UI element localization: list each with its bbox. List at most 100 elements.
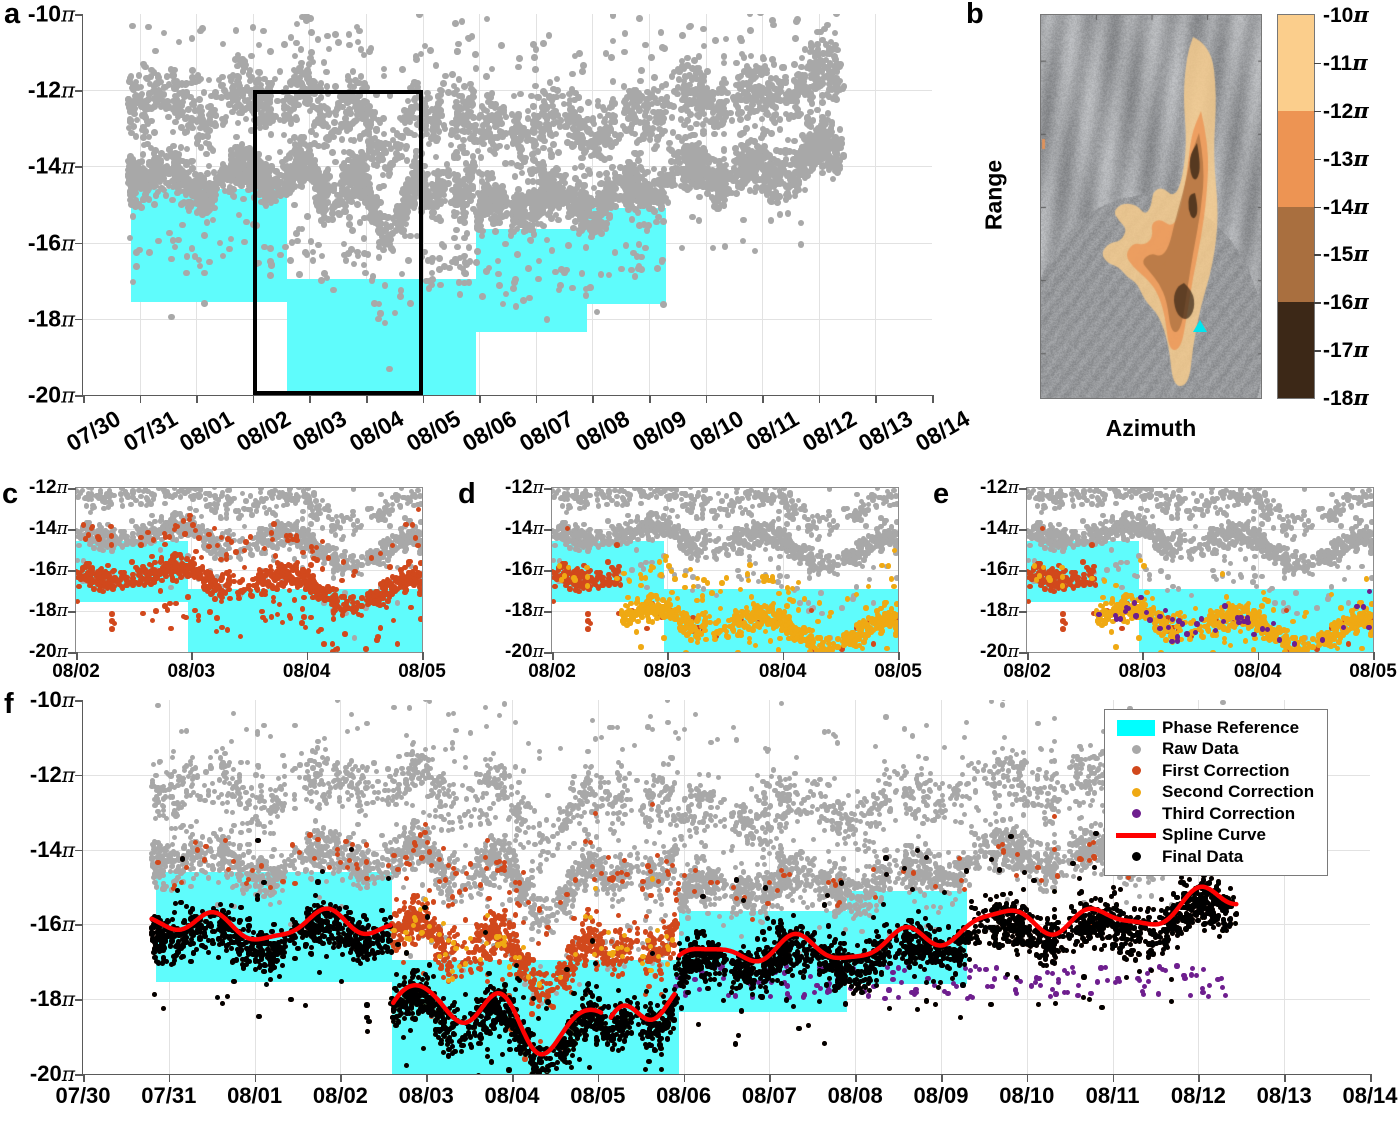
y-tick-label: -20π [505, 641, 544, 663]
x-tick-mark [536, 395, 538, 403]
panel-a: -10π -12π -14π -16π -18π -20π 07/30 07/31 08/01 0… [0, 0, 940, 470]
panel-b-map [1040, 14, 1262, 399]
y-tick-mark [68, 652, 76, 654]
y-tick-mark [1019, 611, 1027, 613]
colorbar-tick-label: -17π [1323, 337, 1369, 363]
panel-b-xlabel: Azimuth [1040, 415, 1262, 442]
y-tick-mark [1019, 570, 1027, 572]
x-tick-mark [819, 395, 821, 403]
x-tick-mark [307, 652, 309, 660]
legend-label: Spline Curve [1162, 825, 1266, 845]
x-tick-mark [667, 652, 669, 660]
x-tick-mark [855, 1074, 857, 1082]
x-tick-mark [783, 652, 785, 660]
colorbar-tick-mark [1314, 207, 1321, 208]
colorbar-tick-label: -16π [1323, 289, 1369, 315]
colorbar-tick-mark [1314, 350, 1321, 351]
panel-d-axes: -12π -14π -16π -18π -20π 08/02 08/03 08/04 08/05 [551, 487, 899, 653]
y-tick-label: -16π [29, 559, 68, 581]
legend-swatch [1114, 833, 1158, 838]
panel-e: -12π -14π -16π -18π -20π 08/02 08/03 08/04 08/05 [930, 470, 1400, 685]
x-tick-label: 08/09 [913, 1083, 968, 1109]
colorbar-tick-mark [1314, 159, 1321, 160]
x-tick-mark [253, 395, 255, 403]
x-tick-mark [1027, 1074, 1029, 1082]
legend-label: Third Correction [1162, 804, 1295, 824]
y-tick-label: -18π [980, 600, 1019, 622]
legend-item[interactable]: Third Correction [1114, 803, 1314, 825]
legend-item[interactable]: Phase Reference [1114, 717, 1314, 739]
colorbar-tick-label: -11π [1323, 50, 1368, 76]
x-tick-label: 08/02 [232, 405, 295, 457]
x-tick-label: 08/12 [798, 405, 861, 457]
x-tick-label: 07/31 [141, 1083, 196, 1109]
legend-item[interactable]: Second Correction [1114, 782, 1314, 804]
x-tick-mark [169, 1074, 171, 1082]
x-tick-mark [684, 1074, 686, 1082]
x-tick-mark [76, 652, 78, 660]
x-tick-mark [649, 395, 651, 403]
x-tick-label: 08/05 [570, 1083, 625, 1109]
panel-b-ylabel: Range [981, 135, 1008, 255]
y-tick-mark [68, 529, 76, 531]
legend-label: Phase Reference [1162, 718, 1299, 738]
x-tick-mark [592, 395, 594, 403]
y-tick-mark [75, 700, 83, 702]
y-tick-label: -18π [30, 986, 75, 1012]
y-tick-mark [68, 570, 76, 572]
x-tick-mark [1027, 652, 1029, 660]
y-tick-label: -12π [980, 477, 1019, 499]
y-tick-mark [75, 243, 83, 245]
x-tick-mark [1198, 1074, 1200, 1082]
x-tick-mark [1113, 1074, 1115, 1082]
legend-swatch [1114, 852, 1158, 861]
colorbar-tick-label: -15π [1323, 241, 1369, 267]
y-tick-mark [75, 395, 83, 397]
x-tick-label: 08/06 [656, 1083, 711, 1109]
y-tick-label: -18π [29, 600, 68, 622]
x-tick-label: 08/13 [854, 405, 917, 457]
x-tick-mark [83, 395, 85, 403]
colorbar-tick-label: -14π [1323, 194, 1369, 220]
y-tick-label: -14π [505, 518, 544, 540]
legend-item[interactable]: Spline Curve [1114, 825, 1314, 847]
y-tick-mark [75, 319, 83, 321]
y-tick-mark [75, 1074, 83, 1076]
x-tick-label: 08/10 [999, 1083, 1054, 1109]
legend-swatch [1114, 766, 1158, 775]
x-tick-label: 08/04 [345, 405, 408, 457]
x-tick-label: 08/01 [227, 1083, 282, 1109]
x-tick-label: 07/30 [55, 1083, 110, 1109]
panel-d: -12π -14π -16π -18π -20π 08/02 08/03 08/04 08/05 [455, 470, 930, 685]
y-tick-label: -20π [28, 382, 75, 409]
colorbar-tick-label: -10π [1323, 2, 1369, 28]
scatter-series [76, 488, 422, 652]
x-tick-label: 08/14 [1342, 1083, 1397, 1109]
x-tick-label: 08/02 [1003, 661, 1051, 683]
colorbar-tick-label: -18π [1323, 385, 1369, 411]
legend-item[interactable]: First Correction [1114, 760, 1314, 782]
x-tick-mark [83, 1074, 85, 1082]
y-tick-mark [68, 488, 76, 490]
y-tick-label: -18π [28, 305, 75, 332]
y-tick-label: -12π [28, 77, 75, 104]
scatter-series [83, 14, 932, 395]
legend-item[interactable]: Raw Data [1114, 739, 1314, 761]
inset-selection-box[interactable] [253, 90, 423, 395]
y-tick-mark [544, 529, 552, 531]
panel-e-axes: -12π -14π -16π -18π -20π 08/02 08/03 08/04 08/05 [1026, 487, 1374, 653]
legend-label: Final Data [1162, 847, 1243, 867]
scatter-series [1027, 488, 1373, 652]
x-tick-label: 08/04 [1234, 661, 1282, 683]
x-tick-label: 08/11 [1086, 1083, 1140, 1109]
y-tick-label: -12π [30, 762, 75, 788]
y-tick-mark [1019, 529, 1027, 531]
colorbar-segment [1278, 111, 1314, 207]
x-tick-label: 08/02 [313, 1083, 368, 1109]
y-tick-mark [75, 999, 83, 1001]
x-tick-label: 08/12 [1171, 1083, 1226, 1109]
x-tick-mark [196, 395, 198, 403]
x-tick-label: 08/04 [283, 661, 331, 683]
x-tick-label: 08/07 [742, 1083, 797, 1109]
legend-item[interactable]: Final Data [1114, 846, 1314, 868]
